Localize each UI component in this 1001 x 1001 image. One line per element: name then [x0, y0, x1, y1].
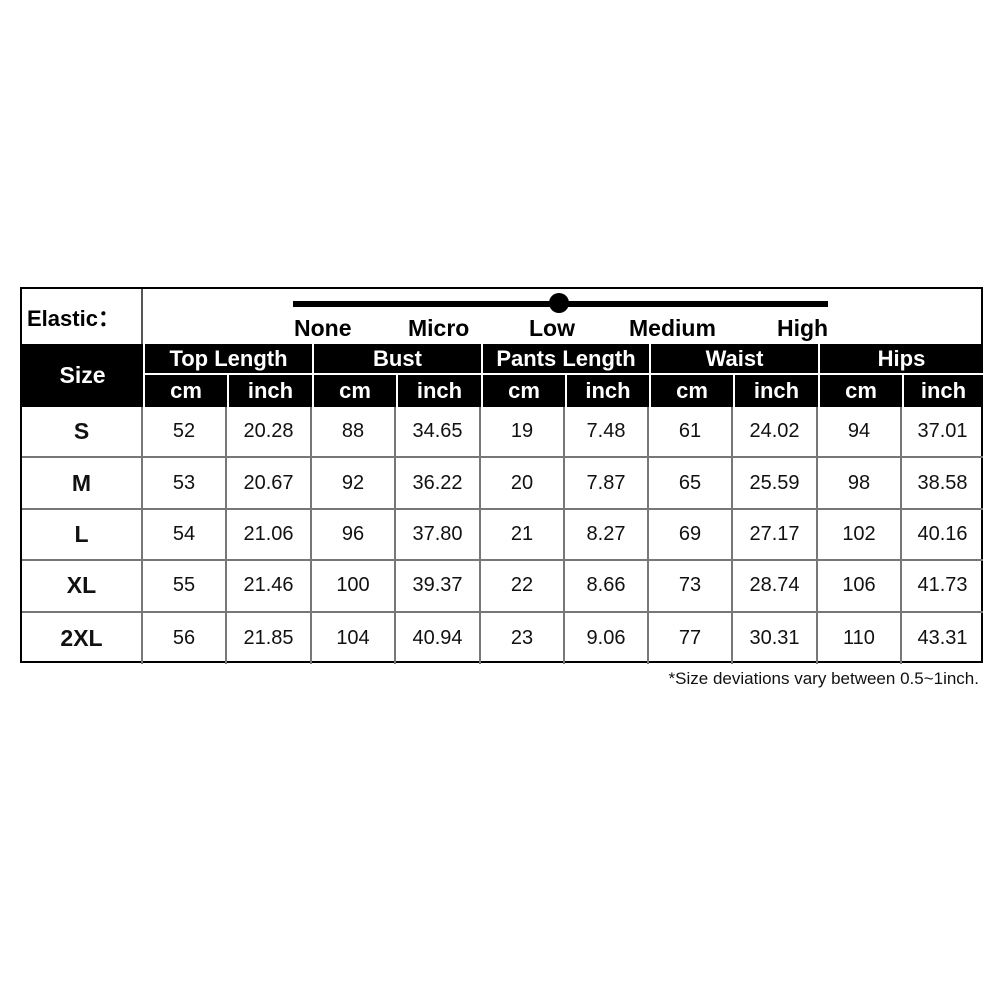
measurement-cell: 28.74 [733, 561, 818, 613]
measurement-cell: 52 [143, 407, 227, 459]
header-group: Bust [312, 344, 481, 375]
measurement-cell: 22 [481, 561, 565, 613]
measurement-cell: 21.85 [227, 612, 312, 664]
measurement-cell: 40.16 [902, 510, 983, 562]
measurement-cell: 21.06 [227, 509, 312, 562]
header-unit: inch [396, 375, 481, 407]
measurement-cell: 20.28 [227, 407, 312, 459]
measurement-cell: 8.66 [565, 561, 649, 613]
header-unit: inch [227, 375, 312, 407]
header-unit: inch [902, 375, 983, 407]
header-group: Hips [818, 344, 983, 375]
measurement-cell: 43.31 [917, 626, 968, 649]
measurement-cell: 41.73 [902, 561, 983, 613]
elastic-level-high: High [777, 315, 829, 341]
measurement-cell: 53 [143, 458, 227, 510]
header-group: Waist [649, 344, 818, 375]
footnote: *Size deviations vary between 0.5~1inch. [668, 669, 979, 688]
measurement-cell: 104 [312, 612, 396, 664]
measurement-cell: 37.01 [902, 407, 983, 459]
measurement-cell: 96 [312, 509, 396, 562]
elasticity-indicator-dot [549, 293, 569, 313]
elastic-level-medium: Medium [629, 315, 716, 341]
header-unit: cm [818, 375, 902, 407]
measurement-cell: 40.94 [396, 612, 481, 664]
measurement-cell: 27.17 [733, 509, 818, 562]
measurement-cell: 110 [818, 612, 902, 664]
measurement-cell: 20 [481, 458, 565, 510]
header-unit: inch [733, 375, 818, 407]
measurement-cell: 77 [649, 612, 733, 664]
header-unit: cm [312, 375, 396, 407]
measurement-cell: 88 [312, 407, 396, 459]
measurement-cell: 36.22 [396, 458, 481, 510]
header-unit: inch [565, 375, 649, 407]
measurement-cell: 34.65 [396, 407, 481, 459]
measurement-cell: 20.67 [227, 458, 312, 510]
measurement-cell: 30.31 [733, 612, 818, 664]
size-cell: 2XL [22, 612, 143, 664]
size-chart-table: Elastic： None Micro Low Medium High Size… [20, 287, 983, 664]
header-group: Pants Length [481, 344, 649, 375]
size-header: Size [59, 362, 106, 388]
measurement-cell: 54 [143, 509, 227, 562]
measurement-cell: 69 [649, 509, 733, 562]
measurement-cell: 19 [481, 407, 565, 459]
elastic-level-low: Low [529, 315, 575, 341]
measurement-cell: 38.58 [902, 458, 983, 510]
elastic-label: Elastic： [22, 289, 143, 344]
measurement-cell: 23 [481, 612, 565, 664]
measurement-cell: 56 [143, 612, 227, 664]
measurement-cell: 98 [818, 458, 902, 510]
measurement-cell: 7.87 [565, 458, 649, 510]
table-header: Size Top Length cm inch Bust cm inch Pants Len… [22, 344, 983, 407]
size-cell: L [22, 509, 143, 562]
measurement-cell: 106 [818, 561, 902, 613]
measurement-cell: 25.59 [733, 458, 818, 510]
header-unit: cm [143, 375, 227, 407]
measurement-cell: 39.37 [396, 561, 481, 613]
measurement-cell: 100 [312, 561, 396, 613]
measurement-cell: 7.48 [565, 407, 649, 459]
measurement-cell: 24.02 [733, 407, 818, 459]
measurement-cell: 9.06 [565, 612, 649, 664]
measurement-cell: 65 [649, 458, 733, 510]
measurement-cell: 94 [818, 407, 902, 459]
measurement-cell: 92 [312, 458, 396, 510]
elastic-level-micro: Micro [408, 315, 470, 341]
measurement-cell: 37.80 [396, 509, 481, 562]
measurement-cell: 8.27 [565, 509, 649, 562]
elastic-level-none: None [294, 315, 352, 341]
size-cell: M [22, 458, 143, 510]
measurement-cell: 61 [649, 407, 733, 459]
measurement-cell: 102 [818, 509, 902, 562]
measurement-cell: 73 [649, 561, 733, 613]
header-group: Top Length [143, 344, 312, 375]
size-cell: XL [22, 561, 143, 613]
measurement-cell: 21 [481, 509, 565, 562]
measurement-cell: 21.46 [227, 561, 312, 613]
header-unit: cm [649, 375, 733, 407]
measurement-cell: 55 [143, 561, 227, 613]
header-unit: cm [481, 375, 565, 407]
size-cell: S [22, 407, 143, 459]
